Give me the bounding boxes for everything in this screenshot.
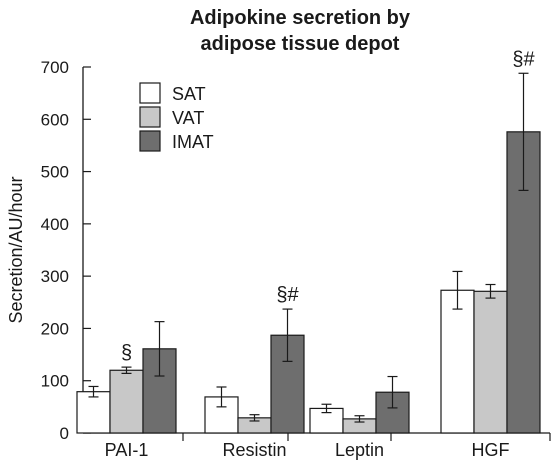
- legend-label-sat: SAT: [172, 84, 206, 104]
- chart-title-line-2: adipose tissue depot: [201, 33, 400, 55]
- y-axis-label: Secretion/AU/hour: [6, 176, 26, 323]
- x-tick-label-1: Resistin: [222, 440, 286, 460]
- x-tick-label-0: PAI-1: [105, 440, 149, 460]
- legend-swatch-vat: [139, 106, 161, 128]
- y-tick-label-300: 300: [41, 267, 69, 286]
- legend-swatch-imat: [139, 130, 161, 152]
- y-tick-label-200: 200: [41, 319, 69, 338]
- bar-hgf-sat: [440, 289, 475, 434]
- bar-hgf-vat: [473, 290, 508, 434]
- legend-swatch-sat: [139, 82, 161, 104]
- legend-label-imat: IMAT: [172, 132, 214, 152]
- y-tick-label-600: 600: [41, 110, 69, 129]
- significance-annotation-1: §#: [276, 284, 299, 306]
- significance-annotation-2: §#: [512, 48, 535, 70]
- x-tick-label-3: HGF: [472, 440, 510, 460]
- y-tick-label-700: 700: [41, 58, 69, 77]
- y-tick-label-100: 100: [41, 372, 69, 391]
- plot-area: 0 100 200 300 400 500 600 700 PAI-1 Resistin Lepti…: [41, 48, 551, 460]
- y-tick-label-0: 0: [60, 424, 69, 443]
- legend-label-vat: VAT: [172, 108, 204, 128]
- bar-pai-1-vat: [109, 369, 144, 434]
- y-tick-label-500: 500: [41, 163, 69, 182]
- chart-title-line-1: Adipokine secretion by: [190, 7, 411, 29]
- x-tick-label-2: Leptin: [335, 440, 384, 460]
- significance-annotation-0: §: [121, 342, 132, 364]
- bar-pai-1-sat: [76, 391, 111, 434]
- y-tick-label-400: 400: [41, 215, 69, 234]
